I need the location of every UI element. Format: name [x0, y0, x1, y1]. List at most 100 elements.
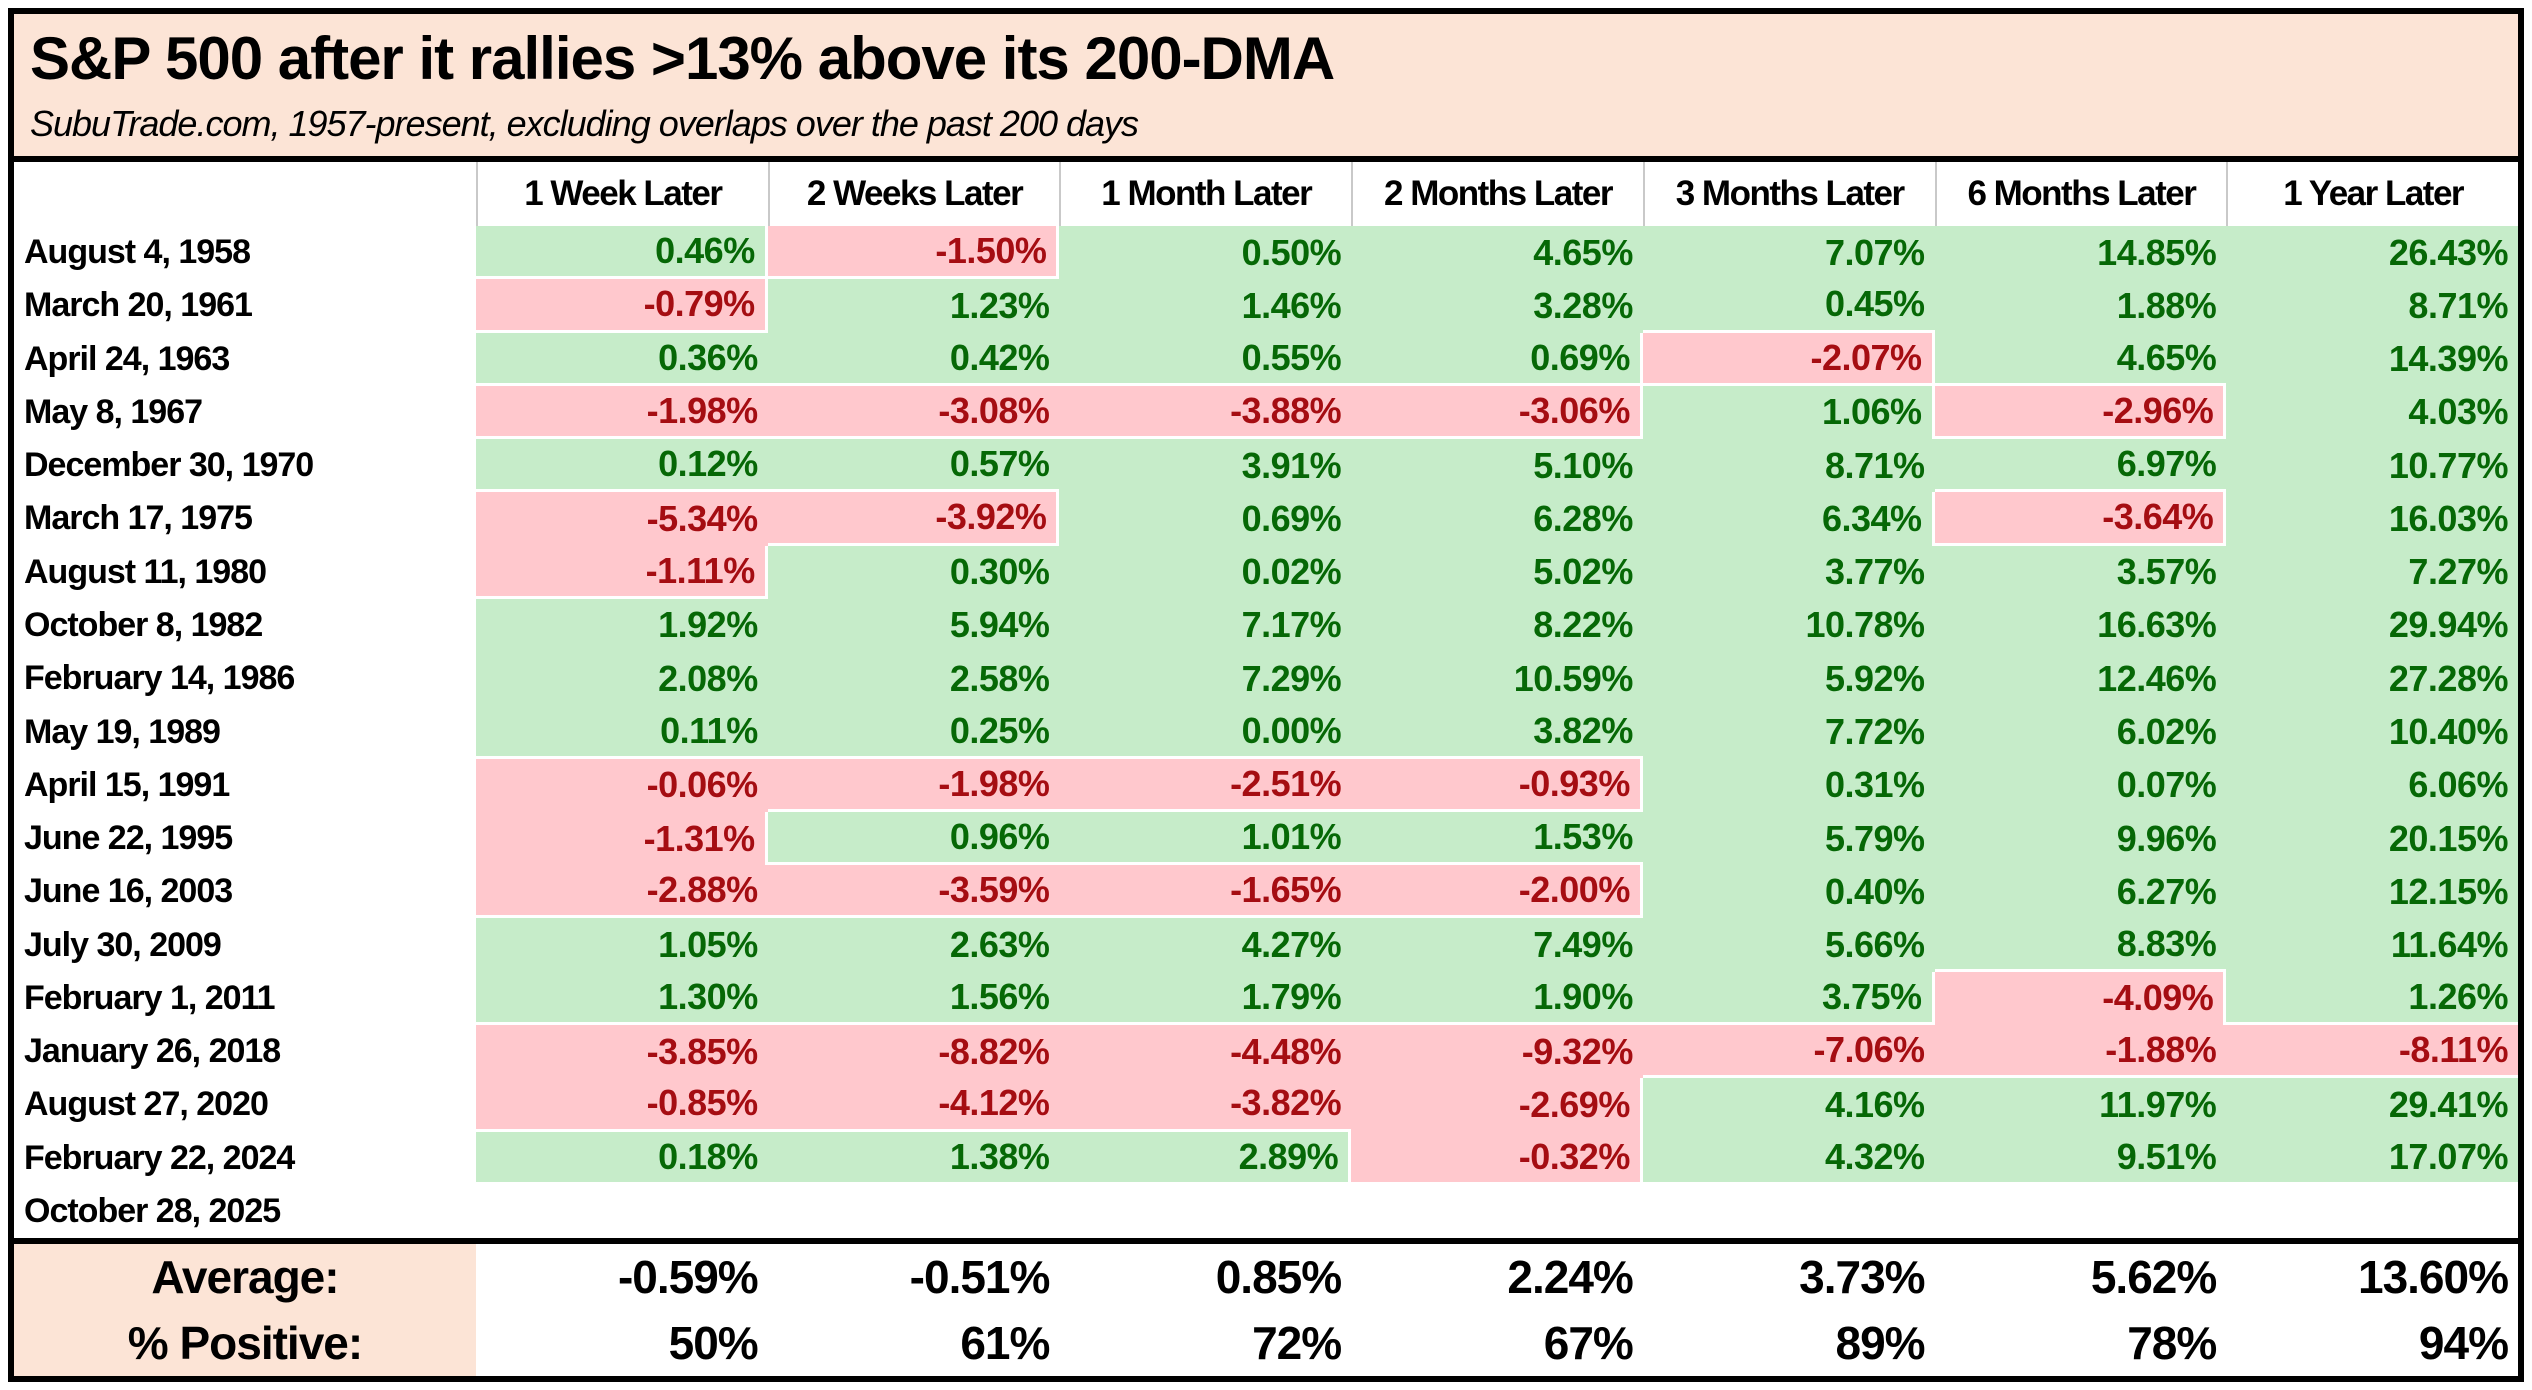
date-cell: June 22, 1995: [14, 811, 476, 866]
table-row: January 26, 2018 -3.85% -8.82% -4.48% -9.32%…: [14, 1024, 2518, 1079]
value-cell: -8.11%: [2226, 1024, 2518, 1079]
percent-positive-value-cell: 78%: [1934, 1310, 2227, 1376]
value-cell: -7.06%: [1642, 1024, 1935, 1079]
column-header: 1 Week Later: [476, 162, 768, 226]
value-cell: -3.85%: [476, 1024, 768, 1079]
value-cell: 1.92%: [476, 598, 768, 653]
average-value-cell: -0.59%: [476, 1244, 768, 1310]
value-cell: -5.34%: [476, 492, 768, 546]
value-cell: 6.28%: [1351, 492, 1643, 546]
value-cell: 16.03%: [2226, 492, 2518, 546]
date-cell: March 17, 1975: [14, 492, 476, 546]
value-cell: 0.69%: [1059, 492, 1352, 546]
value-cell: 26.43%: [2226, 226, 2518, 280]
value-cell: 9.51%: [1934, 1131, 2227, 1185]
average-value-cell: 0.85%: [1059, 1244, 1352, 1310]
value-cell: 0.96%: [767, 811, 1060, 866]
value-cell: 4.65%: [1351, 226, 1643, 280]
corner-cell: [14, 162, 476, 226]
date-cell: May 19, 1989: [14, 705, 476, 759]
summary-divider: [14, 1238, 2518, 1244]
value-cell: 1.90%: [1351, 971, 1643, 1025]
value-cell: 0.55%: [1059, 332, 1352, 386]
value-cell: 0.30%: [767, 545, 1060, 599]
value-cell: 1.23%: [767, 279, 1060, 333]
value-cell: [1351, 1184, 1643, 1239]
value-cell: -2.69%: [1351, 1078, 1643, 1132]
page-title: S&P 500 after it rallies >13% above its …: [30, 25, 1335, 92]
value-cell: 0.46%: [476, 226, 768, 280]
value-cell: -4.12%: [767, 1078, 1060, 1132]
value-cell: 0.42%: [767, 332, 1060, 386]
value-cell: -3.64%: [1934, 492, 2227, 546]
value-cell: -0.79%: [476, 279, 768, 333]
value-cell: [2226, 1184, 2518, 1239]
value-cell: 3.75%: [1642, 971, 1935, 1025]
table-row: February 22, 2024 0.18% 1.38% 2.89% -0.32% 4.…: [14, 1131, 2518, 1185]
date-cell: October 8, 1982: [14, 598, 476, 653]
table-frame: S&P 500 after it rallies >13% above its …: [8, 8, 2524, 1382]
value-cell: -0.93%: [1351, 758, 1643, 812]
value-cell: -1.65%: [1059, 865, 1352, 919]
value-cell: -3.08%: [767, 385, 1060, 440]
column-header: 6 Months Later: [1934, 162, 2227, 226]
value-cell: 1.46%: [1059, 279, 1352, 333]
value-cell: 3.91%: [1059, 439, 1352, 493]
column-header: 2 Months Later: [1351, 162, 1643, 226]
value-cell: 2.89%: [1059, 1131, 1352, 1185]
value-cell: 1.38%: [767, 1131, 1060, 1185]
value-cell: -2.00%: [1351, 865, 1643, 919]
value-cell: 7.17%: [1059, 598, 1352, 653]
value-cell: 4.65%: [1934, 332, 2227, 386]
table-row: August 27, 2020 -0.85% -4.12% -3.82% -2.69% 4…: [14, 1078, 2518, 1132]
percent-positive-value-cell: 94%: [2226, 1310, 2518, 1376]
value-cell: 1.79%: [1059, 971, 1352, 1025]
value-cell: 0.31%: [1642, 758, 1935, 812]
table-row: October 28, 2025: [14, 1184, 2518, 1239]
date-cell: February 22, 2024: [14, 1131, 476, 1185]
date-cell: July 30, 2009: [14, 918, 476, 972]
value-cell: [767, 1184, 1060, 1239]
value-cell: 2.58%: [767, 652, 1060, 706]
date-cell: December 30, 1970: [14, 439, 476, 493]
value-cell: 29.94%: [2226, 598, 2518, 653]
value-cell: 5.66%: [1642, 918, 1935, 972]
value-cell: 0.02%: [1059, 545, 1352, 599]
value-cell: 0.57%: [767, 439, 1060, 493]
date-cell: October 28, 2025: [14, 1184, 476, 1239]
value-cell: 3.57%: [1934, 545, 2227, 599]
value-cell: 7.07%: [1642, 226, 1935, 280]
date-cell: May 8, 1967: [14, 385, 476, 440]
value-cell: 3.82%: [1351, 705, 1643, 759]
title-band: S&P 500 after it rallies >13% above its …: [14, 14, 2518, 156]
table-row: March 20, 1961 -0.79% 1.23% 1.46% 3.28% 0.45%…: [14, 279, 2518, 333]
value-cell: -2.88%: [476, 865, 768, 919]
value-cell: -4.09%: [1934, 971, 2227, 1025]
percent-positive-value-cell: 89%: [1642, 1310, 1935, 1376]
value-cell: 1.01%: [1059, 811, 1352, 866]
column-header: 1 Month Later: [1059, 162, 1351, 226]
average-value-cell: 2.24%: [1351, 1244, 1643, 1310]
value-cell: 1.30%: [476, 971, 768, 1025]
value-cell: 12.46%: [1934, 652, 2227, 706]
value-cell: 5.02%: [1351, 545, 1643, 599]
value-cell: 4.32%: [1642, 1131, 1935, 1185]
value-cell: 5.92%: [1642, 652, 1935, 706]
date-cell: August 4, 1958: [14, 226, 476, 280]
table-row: August 11, 1980 -1.11% 0.30% 0.02% 5.02% 3.77…: [14, 545, 2518, 599]
value-cell: -0.85%: [476, 1078, 768, 1132]
value-cell: 4.16%: [1642, 1078, 1935, 1132]
value-cell: -0.32%: [1351, 1131, 1643, 1185]
table-row: February 1, 2011 1.30% 1.56% 1.79% 1.90% 3.75…: [14, 971, 2518, 1025]
returns-table-body: August 4, 1958 0.46% -1.50% 0.50% 4.65% 7.07%…: [14, 226, 2518, 1239]
date-cell: April 15, 1991: [14, 758, 476, 812]
percent-positive-row: % Positive: 50% 61% 72% 67% 89% 78% 94%: [14, 1310, 2518, 1376]
value-cell: 14.39%: [2226, 332, 2518, 386]
value-cell: -1.50%: [767, 226, 1060, 280]
value-cell: 0.11%: [476, 705, 768, 759]
value-cell: 6.06%: [2226, 758, 2518, 812]
summary-section: Average: -0.59% -0.51% 0.85% 2.24% 3.73% 5.62…: [14, 1244, 2518, 1376]
table-row: October 8, 1982 1.92% 5.94% 7.17% 8.22% 10.78…: [14, 598, 2518, 653]
value-cell: -3.88%: [1059, 385, 1352, 440]
value-cell: 9.96%: [1934, 811, 2227, 866]
